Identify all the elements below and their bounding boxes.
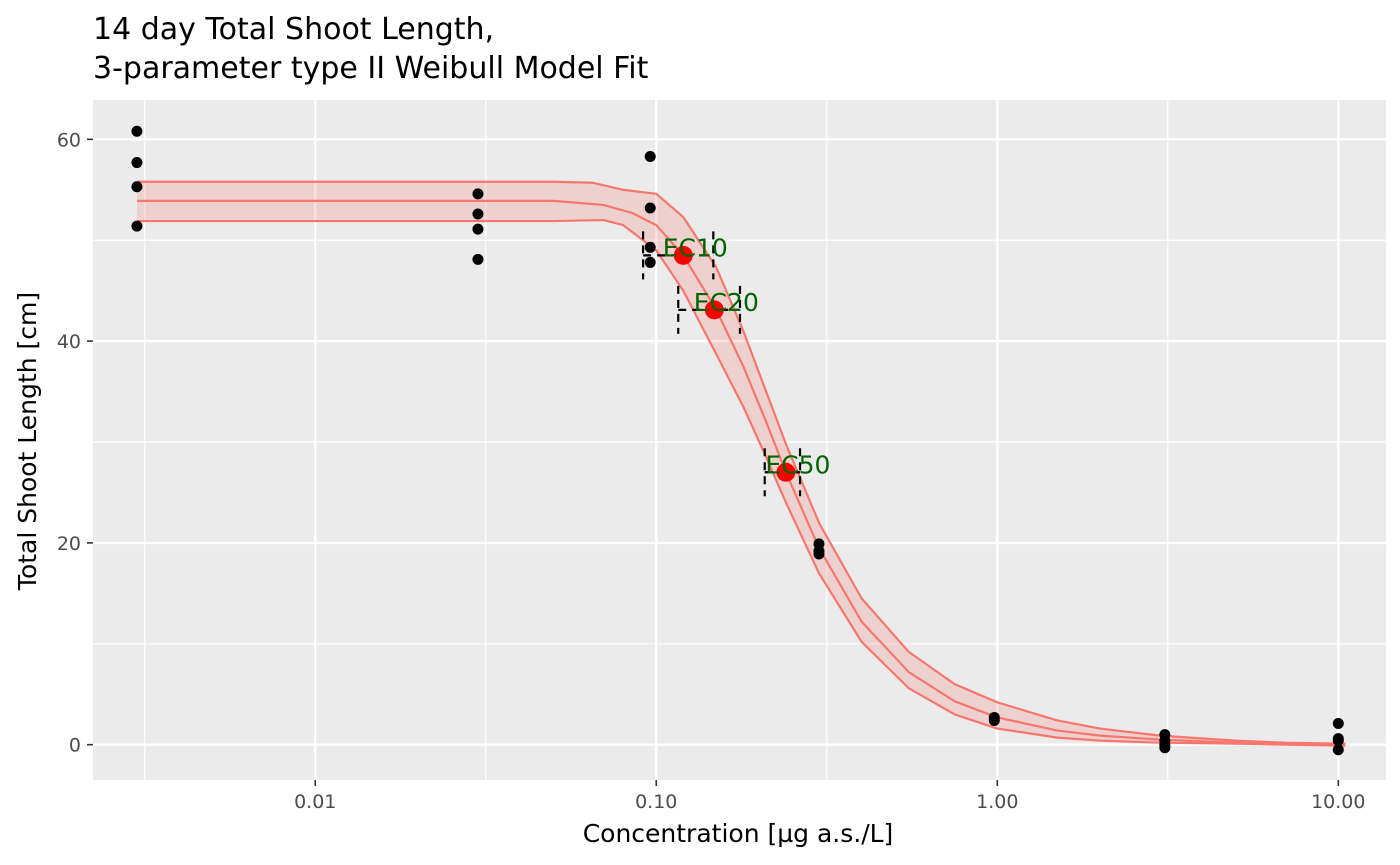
y-tick-label: 20	[57, 533, 81, 555]
observation-points	[131, 125, 1344, 756]
observation-point	[988, 714, 1000, 726]
observation-point	[1159, 742, 1171, 754]
observation-point	[1332, 718, 1344, 730]
observation-point	[131, 125, 143, 137]
y-axis: 0 20 40 60	[57, 129, 93, 757]
observation-point	[472, 208, 484, 220]
observation-point	[1332, 735, 1344, 747]
chart-title-line-1: 14 day Total Shoot Length,	[93, 12, 494, 47]
x-axis-title: Concentration [µg a.s./L]	[583, 819, 894, 848]
x-axis: 0.01 0.10 1.00 10.00	[294, 780, 1366, 813]
y-tick-label: 0	[69, 735, 81, 757]
ec-estimate-points	[673, 245, 796, 482]
observation-point	[472, 253, 484, 265]
ec-point	[673, 245, 693, 265]
observation-point	[131, 220, 143, 232]
lower-confidence-curve	[136, 218, 1346, 747]
observation-point	[131, 157, 143, 169]
observation-point	[644, 202, 656, 214]
upper-confidence-curve	[136, 180, 1346, 745]
observation-point	[644, 150, 656, 162]
major-gridlines	[93, 100, 1386, 780]
plot-panel	[93, 100, 1386, 780]
x-tick-label: 0.01	[294, 791, 336, 813]
observation-point	[644, 241, 656, 253]
ec-point	[704, 300, 724, 320]
ec-labels: EC10 EC20 EC50	[663, 233, 831, 479]
observation-point	[472, 223, 484, 235]
observation-point	[1332, 744, 1344, 756]
y-tick-label: 60	[57, 129, 81, 151]
ec-label: EC10	[663, 233, 728, 262]
observation-point	[472, 188, 484, 200]
minor-gridlines	[93, 100, 1386, 780]
observation-point	[813, 548, 825, 560]
chart-title-line-2: 3-parameter type II Weibull Model Fit	[93, 51, 649, 86]
y-tick-label: 40	[57, 331, 81, 353]
ec-label: EC20	[694, 288, 759, 317]
ec-point	[776, 462, 796, 482]
ec-label: EC50	[765, 450, 830, 479]
observation-point	[131, 181, 143, 193]
x-tick-label: 1.00	[976, 791, 1018, 813]
observation-point	[644, 256, 656, 268]
x-tick-label: 0.10	[635, 791, 677, 813]
y-axis-title: Total Shoot Length [cm]	[13, 292, 42, 591]
x-tick-label: 10.00	[1311, 791, 1365, 813]
